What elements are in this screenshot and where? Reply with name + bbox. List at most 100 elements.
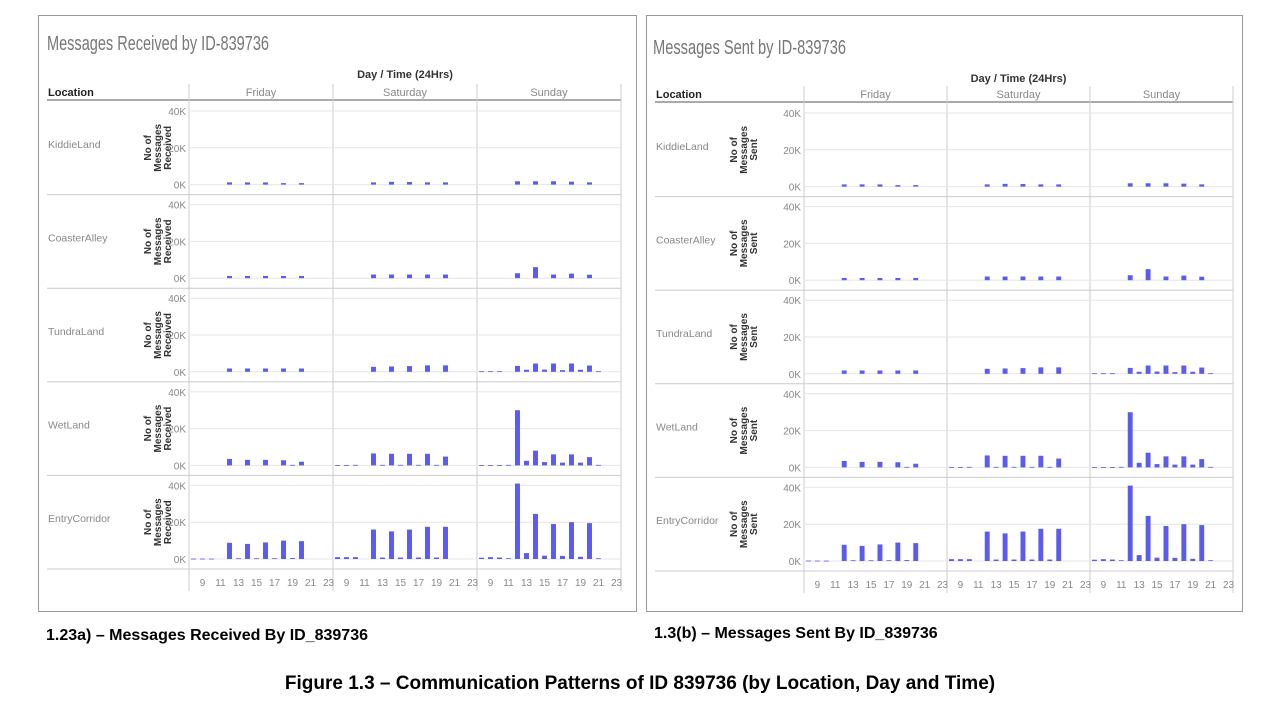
bar-tundraland-saturday-14: [1002, 368, 1008, 374]
x-tick-label: 13: [848, 580, 860, 591]
bar-kiddieland-sunday-20: [587, 182, 592, 185]
bar-tundraland-sunday-10: [497, 371, 502, 373]
bar-entrycorridor-sunday-8: [1092, 559, 1097, 561]
day-label-saturday: Saturday: [383, 87, 428, 99]
y-tick-label: 40K: [168, 107, 186, 118]
x-tick-label: 23: [467, 578, 479, 589]
bar-entrycorridor-sunday-20: [587, 523, 592, 559]
bar-entrycorridor-friday-18: [281, 540, 286, 559]
bar-entrycorridor-friday-17: [886, 560, 892, 562]
x-tick-label: 15: [865, 580, 877, 591]
bar-wetland-friday-20: [913, 463, 919, 468]
x-tick-label: 19: [1044, 580, 1056, 591]
bar-wetland-saturday-13: [380, 464, 385, 466]
bar-entrycorridor-sunday-16: [551, 524, 556, 559]
bar-tundraland-sunday-19: [578, 369, 583, 372]
bar-wetland-sunday-15: [542, 462, 547, 466]
y-axis-title-line: No of: [143, 509, 154, 535]
bar-wetland-saturday-16: [407, 453, 412, 466]
bar-kiddieland-saturday-14: [1002, 183, 1008, 187]
x-tick-label: 21: [1205, 580, 1217, 591]
location-label: KiddieLand: [656, 141, 709, 153]
bar-entrycorridor-sunday-16: [1163, 526, 1169, 561]
bar-wetland-sunday-10: [497, 465, 502, 466]
bar-coasteralley-sunday-18: [569, 273, 574, 279]
bar-tundraland-saturday-16: [407, 366, 412, 372]
bar-tundraland-saturday-18: [1038, 367, 1044, 374]
y-axis-title-line: No of: [729, 324, 740, 350]
bar-entrycorridor-sunday-21: [596, 558, 601, 560]
bar-wetland-saturday-8: [949, 467, 954, 468]
bar-tundraland-saturday-14: [389, 366, 394, 372]
y-axis-title-line: Messages: [739, 125, 750, 173]
bar-wetland-sunday-18: [1181, 456, 1187, 468]
bar-entrycorridor-saturday-14: [389, 531, 394, 559]
x-tick-label: 19: [575, 578, 587, 589]
bar-kiddieland-saturday-12: [371, 182, 376, 185]
bar-tundraland-sunday-18: [569, 363, 574, 372]
bar-coasteralley-sunday-20: [587, 274, 592, 279]
bar-entrycorridor-saturday-16: [1020, 531, 1026, 561]
bar-wetland-sunday-9: [1100, 467, 1106, 469]
y-axis-title-line: No of: [143, 228, 154, 254]
bar-kiddieland-saturday-16: [407, 182, 412, 185]
bar-entrycorridor-friday-13: [850, 560, 856, 562]
y-tick-label: 20K: [783, 146, 801, 157]
x-tick-label: 11: [503, 578, 514, 589]
bar-entrycorridor-saturday-13: [380, 557, 385, 559]
bar-coasteralley-sunday-20: [1199, 276, 1205, 281]
location-label: EntryCorridor: [656, 515, 719, 527]
y-tick-label: 20K: [168, 237, 186, 248]
bar-wetland-saturday-17: [1029, 466, 1035, 468]
bar-entrycorridor-sunday-14: [533, 513, 538, 559]
bar-wetland-friday-18: [281, 460, 286, 466]
bar-entrycorridor-friday-10: [209, 558, 214, 560]
bar-coasteralley-sunday-14: [1145, 269, 1151, 281]
bar-kiddieland-saturday-16: [1020, 184, 1026, 187]
bar-tundraland-friday-16: [263, 368, 268, 372]
bar-entrycorridor-saturday-12: [984, 531, 990, 561]
received-chart-caption: 1.23a) – Messages Received By ID_839736: [46, 627, 368, 644]
bar-coasteralley-sunday-14: [533, 267, 538, 279]
bar-tundraland-friday-12: [227, 368, 232, 372]
bar-wetland-friday-18: [895, 462, 901, 468]
bar-wetland-saturday-19: [434, 464, 439, 466]
bar-wetland-sunday-11: [1118, 466, 1124, 468]
bar-tundraland-sunday-8: [479, 371, 484, 373]
bar-kiddieland-friday-18: [895, 185, 901, 187]
y-axis-title-line: Messages: [153, 311, 164, 359]
y-tick-label: 0K: [174, 555, 187, 566]
bar-tundraland-friday-18: [895, 370, 901, 374]
bar-wetland-saturday-19: [1047, 466, 1053, 468]
bar-kiddieland-friday-12: [227, 182, 232, 185]
bar-wetland-sunday-20: [1199, 459, 1205, 468]
bar-entrycorridor-sunday-13: [524, 553, 529, 559]
x-tick-label: 13: [377, 578, 389, 589]
x-tick-label: 15: [539, 578, 551, 589]
bar-wetland-friday-14: [245, 459, 250, 466]
bar-wetland-saturday-20: [1056, 458, 1062, 468]
bar-wetland-sunday-12: [1127, 412, 1133, 468]
x-tick-label: 9: [1101, 580, 1107, 591]
bar-entrycorridor-sunday-9: [1100, 559, 1106, 561]
bar-coasteralley-sunday-18: [1181, 275, 1187, 281]
x-tick-label: 23: [937, 580, 949, 591]
bar-wetland-sunday-13: [1136, 462, 1142, 468]
chart-title: Messages Sent by ID-839736: [653, 37, 846, 59]
bar-kiddieland-friday-18: [281, 183, 286, 185]
bar-wetland-sunday-11: [506, 464, 511, 466]
bar-wetland-friday-19: [290, 464, 295, 466]
bar-entrycorridor-sunday-17: [1172, 557, 1178, 561]
y-axis-title-line: No of: [143, 415, 154, 441]
bar-tundraland-friday-18: [281, 368, 286, 372]
bar-entrycorridor-saturday-15: [1011, 559, 1017, 561]
bar-entrycorridor-saturday-14: [1002, 533, 1008, 561]
y-axis-title-line: No of: [143, 322, 154, 348]
y-tick-label: 0K: [789, 370, 802, 381]
bar-entrycorridor-friday-10: [823, 560, 829, 562]
bar-wetland-saturday-18: [425, 453, 430, 466]
y-axis-title: No ofMessagesSent: [729, 219, 760, 267]
bar-wetland-saturday-12: [371, 453, 376, 466]
bar-entrycorridor-friday-16: [877, 544, 883, 561]
bar-entrycorridor-sunday-18: [1181, 524, 1187, 561]
